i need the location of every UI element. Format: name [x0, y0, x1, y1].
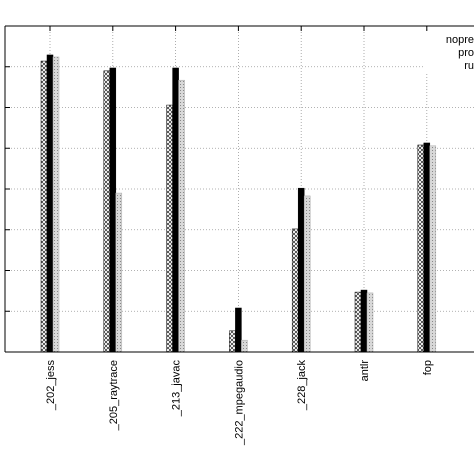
bar: [291, 228, 299, 353]
x-tick-label: _205_raytrace: [108, 360, 120, 431]
x-tick-label: _213_javac: [171, 360, 183, 418]
bar: [366, 292, 374, 353]
x-tick-label: _222_mpegaudio: [233, 360, 245, 446]
bar: [52, 56, 60, 353]
x-tick-label: _202_jess: [45, 360, 57, 412]
bar: [103, 70, 111, 353]
x-tick-label: fop: [422, 360, 434, 375]
bar: [109, 67, 117, 353]
bar: [429, 145, 437, 353]
bar: [166, 104, 173, 353]
bar: [172, 67, 179, 353]
bar: [178, 79, 185, 353]
bar: [235, 307, 242, 353]
bar: [40, 60, 48, 353]
bar: [229, 330, 236, 353]
bar: [241, 339, 248, 353]
bar: [423, 142, 431, 353]
x-tick-label: antlr: [359, 360, 371, 382]
legend-box: [425, 31, 474, 73]
bar: [297, 187, 305, 353]
bar: [360, 289, 368, 353]
bar: [46, 54, 54, 353]
bar: [303, 195, 311, 353]
legend-label: nopre: [446, 34, 474, 46]
bar: [354, 291, 362, 353]
bar: [115, 192, 123, 353]
legend-label: ru: [464, 60, 474, 72]
bar: [417, 144, 425, 353]
x-tick-label: _228_jack: [296, 360, 308, 412]
legend-label: pro: [458, 47, 474, 59]
